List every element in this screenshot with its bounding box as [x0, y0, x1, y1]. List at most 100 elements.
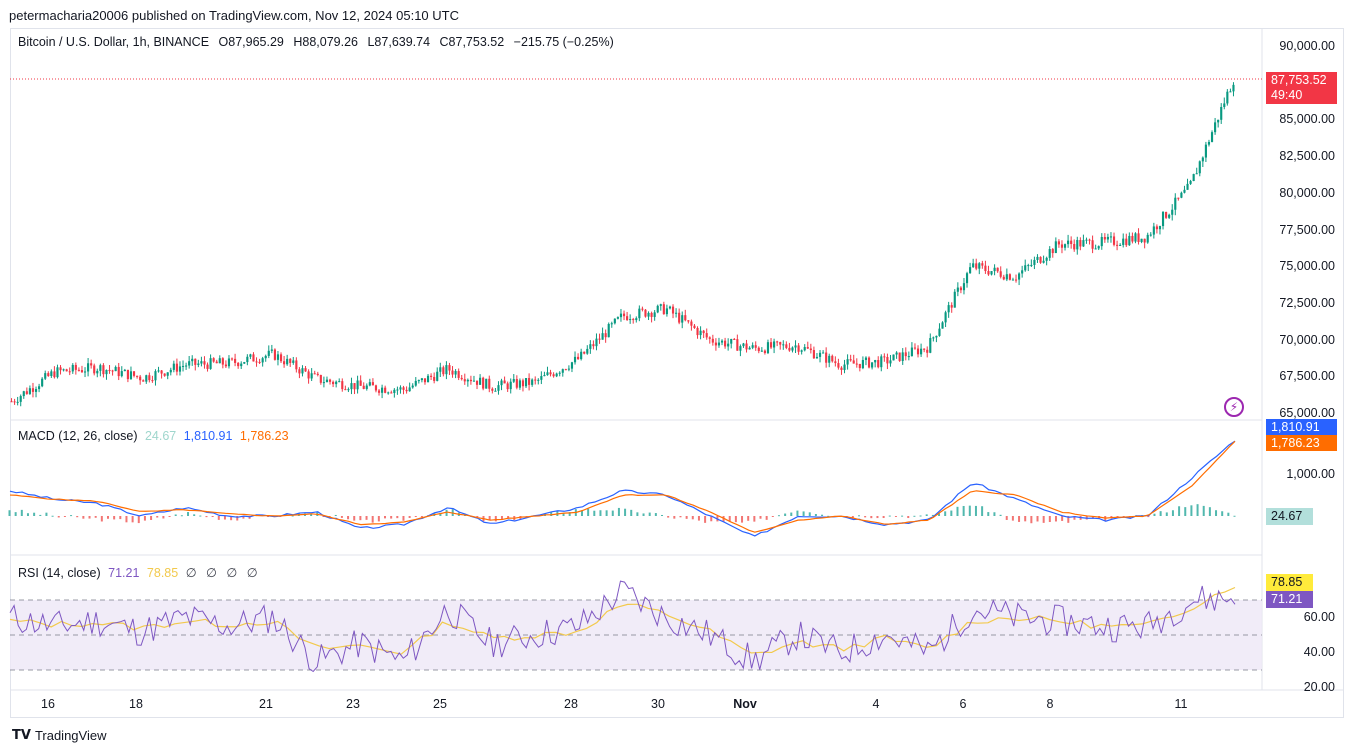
candle-body [10, 401, 13, 403]
candle-body [129, 371, 133, 380]
ohlc-open: O87,965.29 [218, 35, 284, 49]
macd-histogram-bar [1165, 512, 1168, 516]
candle-body [834, 361, 837, 364]
candle-body [953, 291, 956, 308]
candle-body [956, 287, 959, 292]
macd-histogram-bar [63, 516, 66, 517]
macd-histogram-bar [642, 513, 645, 516]
candle-body [785, 344, 788, 348]
candle-body [114, 366, 117, 372]
candle-body [1014, 279, 1018, 281]
macd-histogram-bar [919, 515, 922, 517]
candle-body [610, 323, 613, 325]
rsi-label[interactable]: RSI (14, close) [18, 566, 101, 580]
candle-body [451, 370, 454, 375]
candle-body [436, 371, 439, 381]
candle-body [338, 381, 341, 383]
candle-body [430, 375, 433, 377]
candle-body [1214, 122, 1217, 133]
footer-brand[interactable]: TradingView [34, 727, 107, 743]
macd-histogram-bar [88, 516, 91, 519]
candle-body [472, 380, 476, 382]
candle-body [295, 360, 298, 370]
macd-histogram-bar [500, 516, 503, 520]
candle-body [809, 348, 812, 351]
candle-body [509, 381, 512, 390]
candle-body [702, 330, 705, 334]
ohlc-change: −215.75 (−0.25%) [513, 35, 614, 49]
macd-histogram-bar [1024, 516, 1027, 522]
candle-body [59, 367, 62, 371]
macd-histogram-bar [1178, 506, 1181, 516]
macd-histogram-bar [993, 512, 996, 516]
macd-label[interactable]: MACD (12, 26, close) [18, 429, 138, 443]
macd-histogram-bar [753, 516, 756, 522]
macd-hist-value: 24.67 [144, 429, 177, 443]
candle-body [852, 360, 855, 364]
macd-signal-value: 1,786.23 [239, 429, 289, 443]
candle-body [849, 359, 852, 361]
candle-body [1122, 238, 1125, 245]
macd-histogram-bar [8, 510, 11, 516]
candle-body [938, 328, 941, 336]
candle-body [1063, 244, 1067, 248]
macd-histogram-bar [624, 508, 627, 516]
rsi-value: 71.21 [108, 566, 140, 580]
candle-body [1094, 248, 1097, 250]
candle-body [1174, 197, 1177, 210]
macd-histogram-bar [143, 516, 146, 521]
candle-body [111, 370, 114, 372]
candle-body [742, 343, 745, 347]
macd-histogram-bar [950, 510, 953, 516]
candle-body [350, 383, 353, 390]
macd-histogram-bar [322, 516, 325, 517]
candle-body [105, 369, 108, 375]
macd-histogram-bar [1018, 516, 1021, 522]
candle-body [549, 372, 552, 375]
candle-body [197, 363, 200, 365]
tradingview-logo-icon[interactable]: 𝗧𝗩 [12, 727, 31, 742]
candle-body [319, 374, 322, 383]
candle-body [913, 347, 917, 349]
macd-histogram-bar [285, 513, 288, 516]
candle-body [332, 381, 335, 385]
candle-body [855, 363, 858, 365]
macd-legend: MACD (12, 26, close) 24.67 1,810.91 1,78… [18, 429, 289, 443]
candle-body [1192, 174, 1195, 182]
macd-histogram-bar [476, 516, 479, 517]
candle-body [773, 341, 776, 348]
candle-body [867, 357, 871, 368]
candle-body [583, 351, 586, 354]
candle-body [316, 373, 319, 375]
candle-body [1103, 236, 1106, 240]
macd-histogram-bar [180, 515, 183, 517]
candle-body [1220, 106, 1223, 120]
candle-body [50, 371, 53, 376]
lightning-icon[interactable]: ⚡ [1224, 397, 1244, 417]
candle-body [96, 370, 99, 374]
candle-body [151, 380, 154, 382]
candle-body [243, 362, 246, 364]
macd-histogram-bar [365, 516, 368, 520]
candle-body [1217, 119, 1220, 123]
candle-body [405, 389, 408, 392]
candle-body [656, 305, 659, 313]
candle-body [760, 350, 763, 352]
candle-body [745, 343, 748, 350]
candle-body [77, 369, 80, 371]
time-axis-tick: 28 [564, 697, 578, 711]
candle-body [374, 385, 378, 391]
candle-body [595, 338, 598, 347]
symbol-name[interactable]: Bitcoin / U.S. Dollar, 1h, BINANCE [18, 35, 210, 49]
candle-body [825, 352, 828, 363]
candle-body [858, 363, 861, 369]
candle-body [757, 347, 760, 352]
candle-body [442, 367, 445, 375]
candle-body [62, 369, 65, 371]
candle-body [996, 267, 999, 272]
macd-histogram-bar [777, 515, 780, 517]
candle-body [1106, 236, 1109, 240]
candle-body [344, 389, 347, 391]
candle-body [779, 342, 782, 345]
